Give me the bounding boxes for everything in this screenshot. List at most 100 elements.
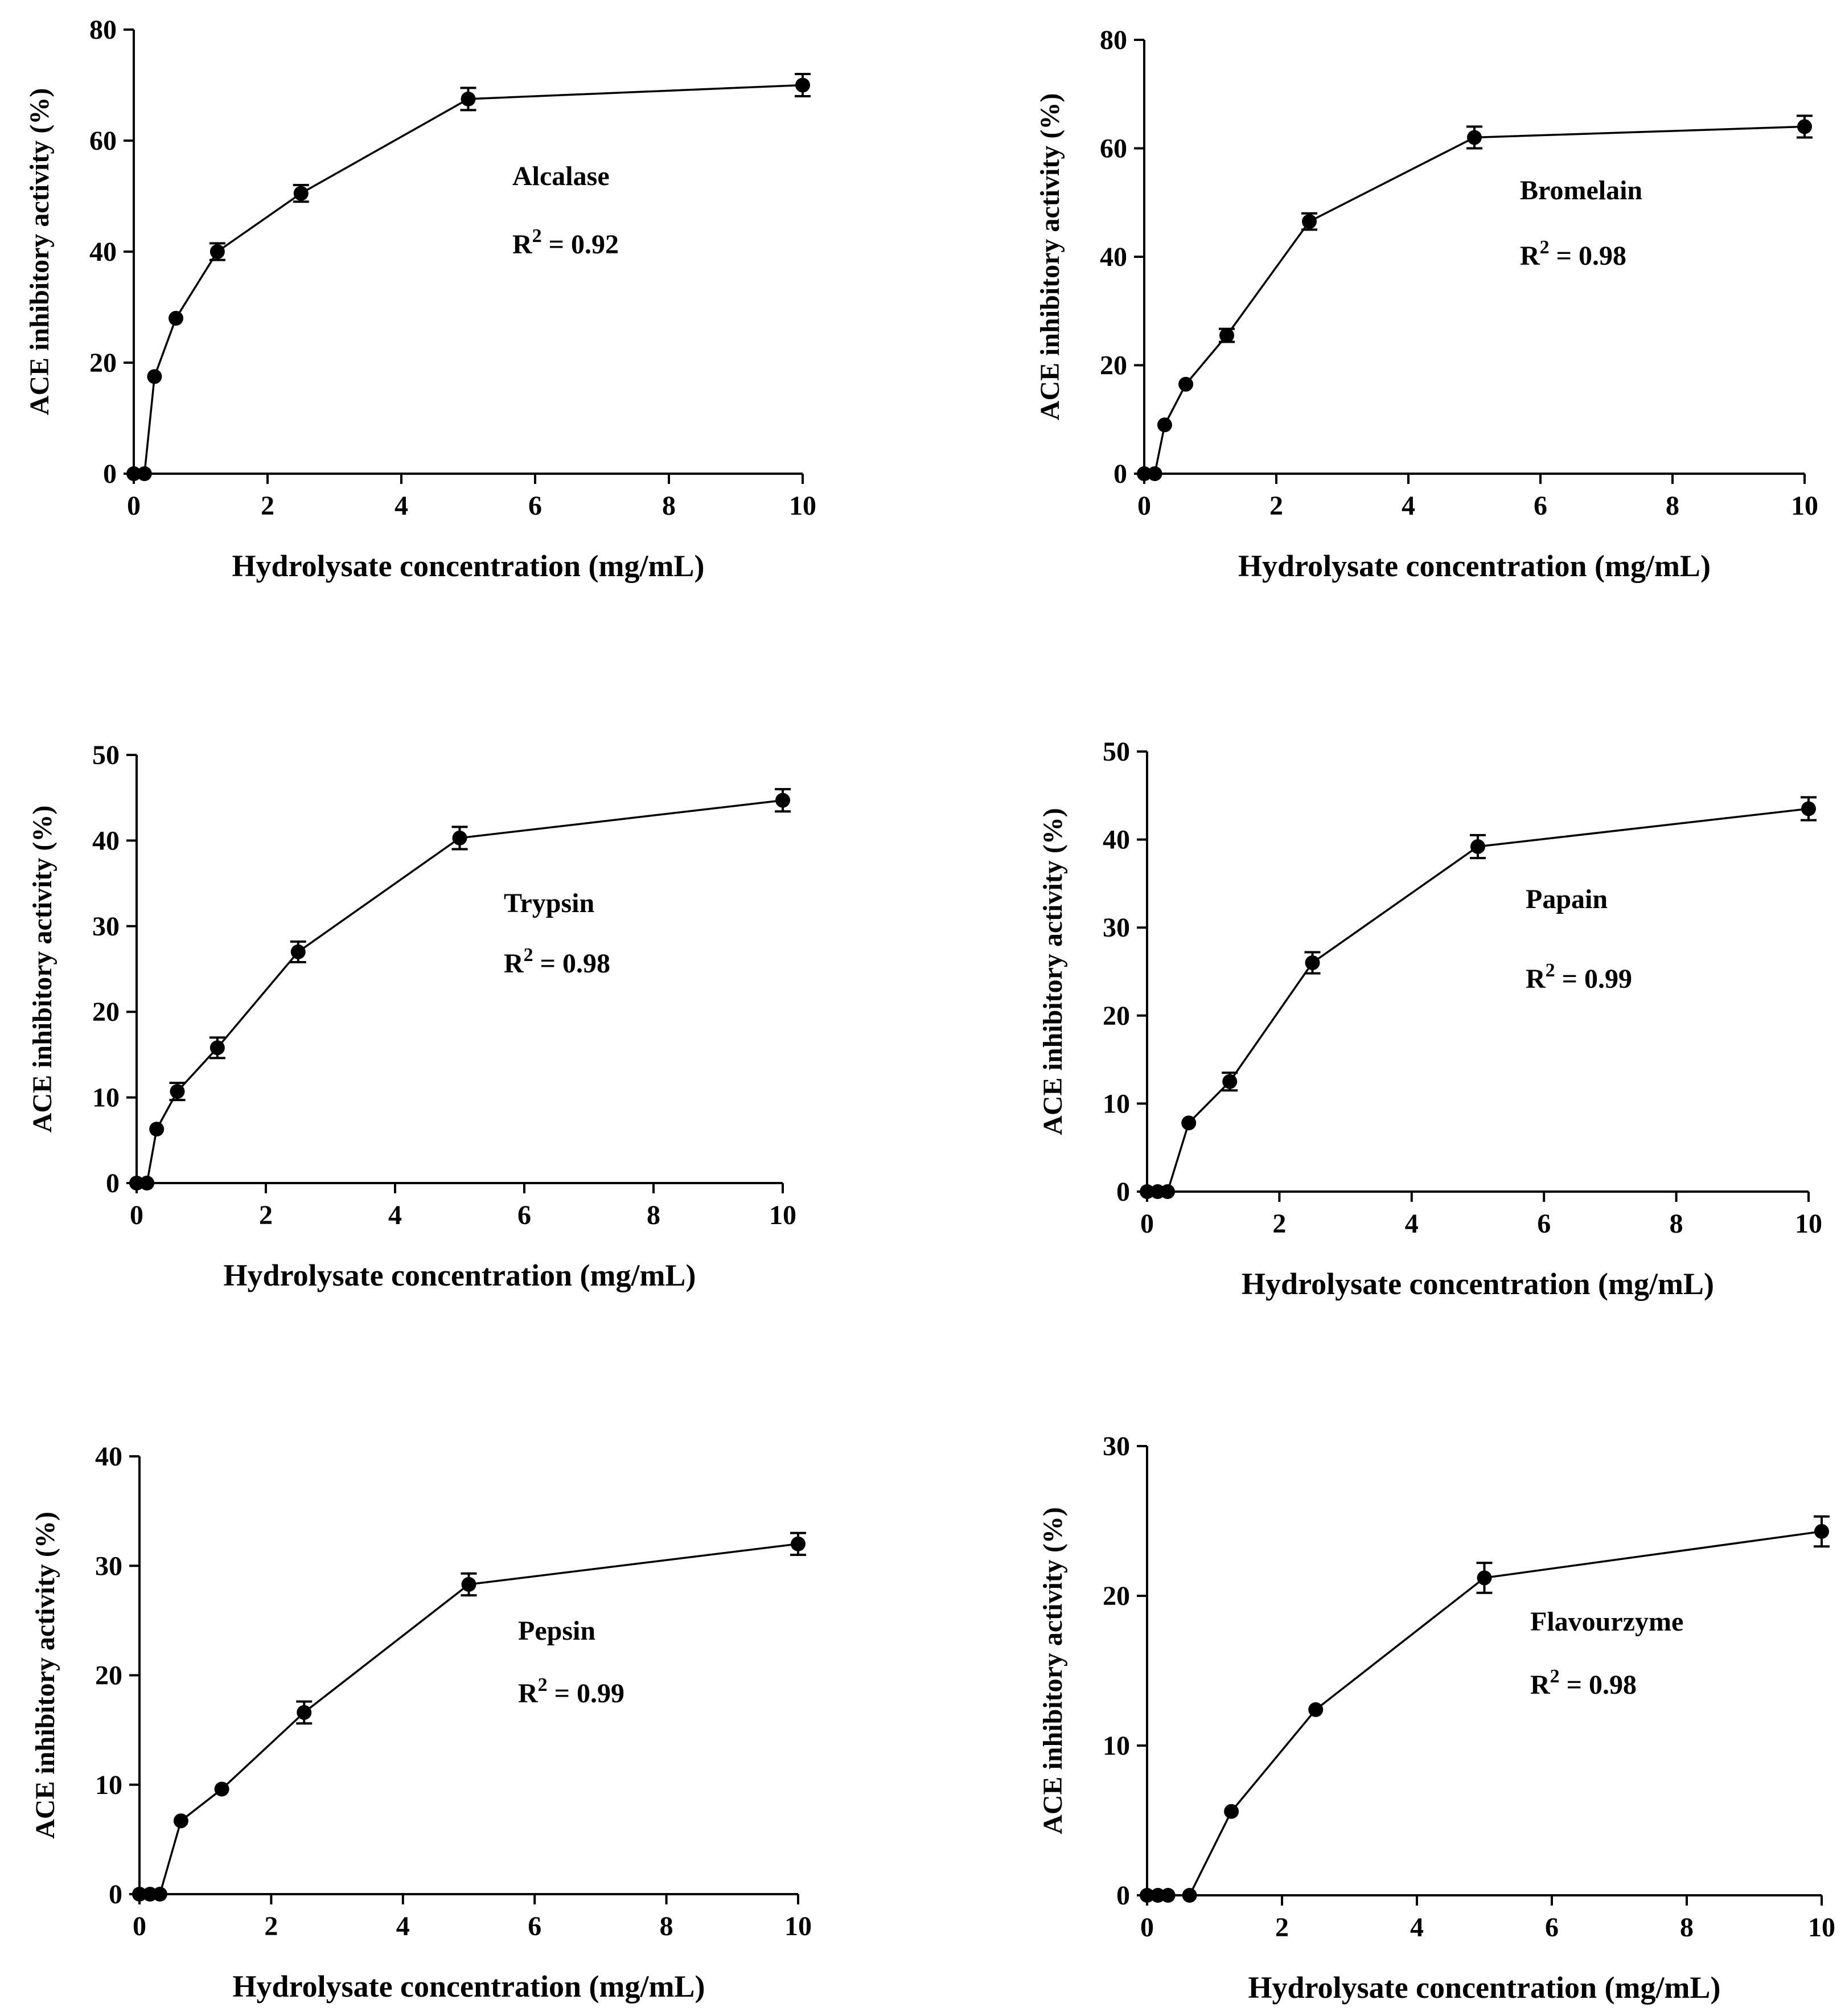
x-tick-label: 2 bbox=[1275, 1912, 1289, 1943]
y-tick-label: 20 bbox=[89, 348, 117, 378]
x-tick-label: 8 bbox=[1666, 491, 1679, 521]
data-point bbox=[1219, 328, 1234, 343]
enzyme-label: Bromelain bbox=[1520, 175, 1642, 206]
x-tick-label: 0 bbox=[1140, 1209, 1154, 1239]
chart-panel-pepsin: 0 10 20 30 40 0 2 4 6 8 10 Hydrolysate concentratio… bbox=[30, 1442, 812, 2003]
y-tick-label: 40 bbox=[1103, 825, 1130, 855]
chart-panel-papain: 0 10 20 30 40 50 0 2 4 6 8 10 Hydrolysate concentrat… bbox=[1038, 737, 1822, 1301]
y-tick-label: 60 bbox=[1100, 134, 1127, 164]
x-axis-title: Hydrolysate concentration (mg/mL) bbox=[1248, 1970, 1721, 2005]
y-tick-label: 60 bbox=[89, 126, 117, 156]
x-tick-label: 8 bbox=[1680, 1912, 1694, 1943]
y-tick-label: 30 bbox=[92, 911, 120, 942]
x-tick-label: 8 bbox=[1670, 1209, 1683, 1239]
chart-panel-trypsin: 0 10 20 30 40 50 0 2 4 6 8 10 Hydrolysate concentrat… bbox=[27, 740, 796, 1292]
x-tick-label: 4 bbox=[1410, 1912, 1424, 1943]
chart-panel-bromelain: 0 20 40 60 80 0 2 4 6 8 10 Hydrolysate concentratio… bbox=[1035, 25, 1818, 583]
y-axis-title: ACE inhibitory activity (%) bbox=[27, 806, 57, 1133]
r-squared-label: R2 = 0.98 bbox=[504, 945, 610, 979]
y-tick-label: 0 bbox=[103, 459, 117, 489]
data-point bbox=[293, 186, 309, 201]
data-point bbox=[461, 1576, 476, 1592]
y-tick-label: 10 bbox=[1103, 1731, 1130, 1761]
y-tick-label: 20 bbox=[1100, 351, 1127, 381]
y-tick-label: 0 bbox=[1116, 1177, 1130, 1207]
data-point bbox=[1182, 1888, 1197, 1903]
x-tick-label: 4 bbox=[388, 1200, 402, 1230]
x-tick-label: 0 bbox=[133, 1911, 146, 1941]
data-point bbox=[1181, 1115, 1197, 1131]
data-point bbox=[1305, 955, 1320, 971]
y-tick-label: 20 bbox=[95, 1661, 122, 1691]
data-point bbox=[1797, 119, 1812, 134]
y-tick-label: 50 bbox=[1103, 737, 1130, 767]
y-tick-label: 10 bbox=[95, 1770, 122, 1800]
y-tick-label: 30 bbox=[1103, 1431, 1130, 1461]
data-point bbox=[129, 1176, 144, 1190]
data-point bbox=[1150, 1888, 1165, 1903]
y-tick-label: 40 bbox=[89, 237, 117, 267]
x-tick-label: 2 bbox=[261, 491, 274, 521]
series-line bbox=[1147, 807, 1809, 1193]
data-point bbox=[1137, 466, 1152, 481]
x-tick-label: 10 bbox=[769, 1200, 796, 1230]
y-tick-label: 40 bbox=[95, 1442, 122, 1472]
data-point bbox=[1140, 1888, 1154, 1903]
data-point bbox=[1801, 801, 1816, 816]
data-point bbox=[1140, 1184, 1154, 1199]
x-axis-title: Hydrolysate concentration (mg/mL) bbox=[224, 1258, 696, 1292]
y-tick-label: 0 bbox=[1116, 1880, 1130, 1911]
x-tick-label: 6 bbox=[1534, 491, 1547, 521]
y-tick-label: 20 bbox=[92, 997, 120, 1027]
y-tick-label: 0 bbox=[106, 1168, 120, 1198]
data-point bbox=[170, 1084, 185, 1099]
x-axis-title: Hydrolysate concentration (mg/mL) bbox=[232, 549, 705, 583]
data-point bbox=[1222, 1074, 1238, 1089]
y-axis-title: ACE inhibitory activity (%) bbox=[30, 1512, 60, 1839]
y-tick-label: 0 bbox=[109, 1879, 122, 1910]
data-point bbox=[132, 1887, 147, 1902]
x-tick-label: 10 bbox=[1808, 1912, 1835, 1943]
x-tick-label: 0 bbox=[127, 491, 141, 521]
x-tick-label: 10 bbox=[1795, 1209, 1822, 1239]
enzyme-label: Papain bbox=[1526, 884, 1608, 914]
data-point bbox=[147, 369, 162, 384]
x-tick-label: 10 bbox=[789, 491, 816, 521]
series-line bbox=[1144, 125, 1805, 475]
y-tick-label: 10 bbox=[92, 1083, 120, 1113]
x-tick-label: 6 bbox=[1545, 1912, 1559, 1943]
data-point bbox=[791, 1536, 806, 1551]
data-point bbox=[1178, 376, 1194, 392]
data-point bbox=[209, 1040, 225, 1056]
r-squared-label: R2 = 0.98 bbox=[1530, 1666, 1637, 1700]
r-squared-label: R2 = 0.99 bbox=[1526, 960, 1632, 994]
y-tick-label: 30 bbox=[1103, 913, 1130, 943]
enzyme-label: Alcalase bbox=[512, 161, 610, 191]
y-axis-title: ACE inhibitory activity (%) bbox=[1035, 93, 1065, 421]
data-point bbox=[173, 1813, 188, 1829]
x-axis-title: Hydrolysate concentration (mg/mL) bbox=[1238, 549, 1711, 583]
data-point bbox=[1147, 466, 1162, 481]
chart-panel-alcalase: 0 20 40 60 80 0 2 4 6 8 10 Hydrolysate concentratio… bbox=[24, 15, 816, 583]
data-point bbox=[1467, 130, 1482, 145]
x-tick-label: 0 bbox=[1137, 491, 1151, 521]
x-axis-title: Hydrolysate concentration (mg/mL) bbox=[1242, 1267, 1714, 1301]
data-point bbox=[1470, 839, 1485, 854]
x-tick-label: 2 bbox=[259, 1200, 273, 1230]
data-point bbox=[290, 944, 306, 959]
y-tick-label: 40 bbox=[1100, 242, 1127, 272]
y-tick-label: 10 bbox=[1103, 1089, 1130, 1119]
data-point bbox=[137, 466, 152, 481]
x-tick-label: 4 bbox=[395, 491, 408, 521]
data-point bbox=[169, 311, 184, 326]
data-point bbox=[297, 1705, 312, 1720]
y-axis-title: ACE inhibitory activity (%) bbox=[24, 88, 55, 416]
x-tick-label: 4 bbox=[1402, 491, 1415, 521]
x-tick-label: 8 bbox=[662, 491, 676, 521]
x-tick-label: 2 bbox=[264, 1911, 278, 1941]
x-tick-label: 10 bbox=[1791, 491, 1818, 521]
data-point bbox=[775, 793, 790, 808]
y-axis-title: ACE inhibitory activity (%) bbox=[1038, 1507, 1068, 1834]
enzyme-label: Trypsin bbox=[504, 888, 594, 918]
data-point bbox=[1308, 1702, 1324, 1717]
